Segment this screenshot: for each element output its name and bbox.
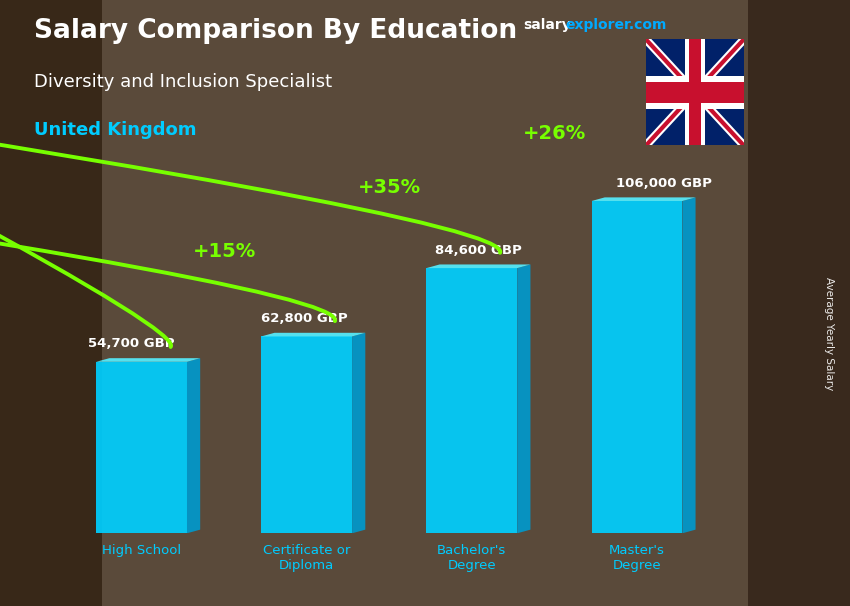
- Polygon shape: [427, 264, 530, 268]
- Text: +35%: +35%: [358, 178, 421, 198]
- Polygon shape: [646, 39, 744, 145]
- Text: Diversity and Inclusion Specialist: Diversity and Inclusion Specialist: [34, 73, 332, 91]
- Text: Salary Comparison By Education: Salary Comparison By Education: [34, 18, 517, 44]
- Polygon shape: [592, 201, 683, 533]
- Polygon shape: [352, 333, 366, 533]
- Polygon shape: [592, 198, 695, 201]
- Polygon shape: [517, 264, 530, 533]
- Text: 54,700 GBP: 54,700 GBP: [88, 338, 174, 350]
- Bar: [646, 76, 744, 108]
- Text: salary: salary: [523, 18, 570, 32]
- Text: Average Yearly Salary: Average Yearly Salary: [824, 277, 834, 390]
- Text: explorer.com: explorer.com: [565, 18, 666, 32]
- Bar: [685, 39, 705, 145]
- Text: United Kingdom: United Kingdom: [34, 121, 196, 139]
- Text: 106,000 GBP: 106,000 GBP: [616, 177, 712, 190]
- Polygon shape: [187, 358, 201, 533]
- Polygon shape: [96, 358, 201, 362]
- Text: 84,600 GBP: 84,600 GBP: [434, 244, 521, 257]
- Text: +26%: +26%: [523, 124, 586, 143]
- Bar: [646, 82, 744, 103]
- Polygon shape: [683, 198, 695, 533]
- Polygon shape: [96, 362, 187, 533]
- Bar: [688, 39, 701, 145]
- Text: 62,800 GBP: 62,800 GBP: [261, 312, 348, 325]
- Polygon shape: [261, 333, 366, 336]
- Text: +15%: +15%: [192, 242, 256, 261]
- Polygon shape: [427, 268, 517, 533]
- Polygon shape: [261, 336, 352, 533]
